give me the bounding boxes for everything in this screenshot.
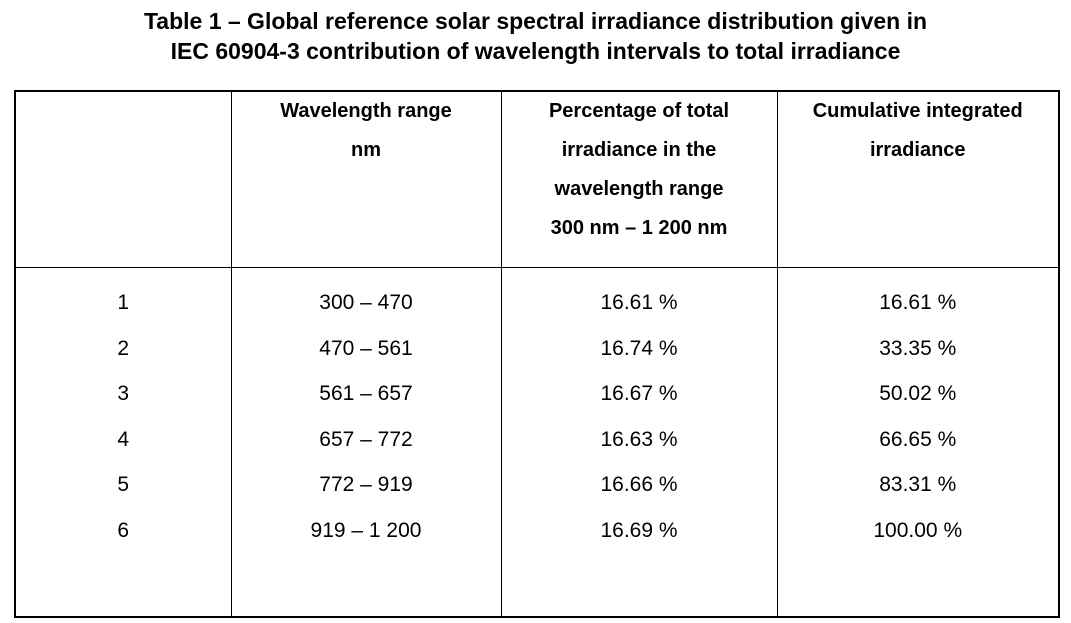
header-percentage-line4: 300 nm – 1 200 nm [550, 217, 728, 239]
column-index: 1 2 3 4 5 6 [14, 267, 232, 618]
header-cumulative-line1: Cumulative integrated [812, 100, 1023, 122]
body-row: 1 2 3 4 5 6 300 – 470 470 – 561 561 – 65… [14, 267, 1060, 618]
table-caption: Table 1 – Global reference solar spectra… [0, 6, 1071, 66]
header-percentage: Percentage of total irradiance in the wa… [500, 90, 778, 268]
percentage-value: 16.74 % [600, 336, 678, 360]
percentage-value: 16.67 % [600, 382, 678, 405]
row-index: 3 [117, 382, 130, 405]
cumulative-value: 50.02 % [879, 382, 957, 405]
cumulative-value: 16.61 % [879, 291, 957, 314]
cumulative-value: 33.35 % [879, 336, 957, 360]
percentage-value: 16.69 % [600, 518, 678, 542]
header-percentage-line1: Percentage of total [548, 100, 730, 122]
row-index: 4 [117, 427, 130, 451]
wavelength-range-value: 772 – 919 [319, 473, 413, 496]
percentage-value: 16.66 % [600, 473, 678, 496]
header-cumulative-line2: irradiance [869, 139, 966, 161]
cumulative-value: 100.00 % [873, 518, 963, 542]
header-wavelength-line1: Wavelength range [280, 100, 452, 122]
table-caption-line2: IEC 60904-3 contribution of wavelength i… [170, 38, 901, 64]
header-percentage-line2: irradiance in the [561, 139, 717, 161]
wavelength-range-value: 657 – 772 [319, 427, 413, 451]
wavelength-range-value: 300 – 470 [319, 291, 413, 314]
cumulative-value: 83.31 % [879, 473, 957, 496]
cumulative-value: 66.65 % [879, 427, 957, 451]
header-row: Wavelength range nm Percentage of total … [14, 90, 1060, 268]
header-wavelength-line2: nm [351, 139, 381, 161]
header-cumulative: Cumulative integrated irradiance [776, 90, 1060, 268]
wavelength-range-value: 561 – 657 [319, 382, 413, 405]
column-cumulative: 16.61 % 33.35 % 50.02 % 66.65 % 83.31 % … [776, 267, 1060, 618]
header-empty-label [16, 92, 231, 131]
header-percentage-line3: wavelength range [554, 178, 724, 200]
header-empty-cell [14, 90, 232, 268]
irradiance-table: Wavelength range nm Percentage of total … [14, 90, 1060, 618]
table-caption-line1: Table 1 – Global reference solar spectra… [143, 8, 928, 34]
wavelength-range-value: 470 – 561 [319, 336, 413, 360]
column-wavelength-range: 300 – 470 470 – 561 561 – 657 657 – 772 … [230, 267, 502, 618]
percentage-value: 16.61 % [600, 291, 678, 314]
wavelength-range-value: 919 – 1 200 [310, 518, 422, 542]
row-index: 5 [117, 473, 130, 496]
column-percentage: 16.61 % 16.74 % 16.67 % 16.63 % 16.66 % … [500, 267, 778, 618]
header-wavelength-range: Wavelength range nm [230, 90, 502, 268]
row-index: 6 [117, 518, 130, 542]
row-index: 1 [117, 291, 130, 314]
row-index: 2 [117, 336, 130, 360]
percentage-value: 16.63 % [600, 427, 678, 451]
